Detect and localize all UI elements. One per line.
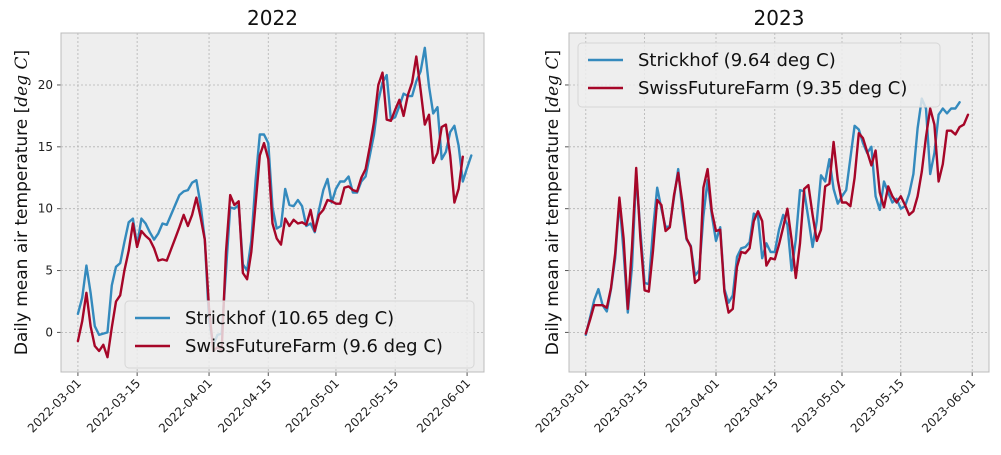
y-axis-label: Daily mean air temperature [deg C] (12, 50, 32, 355)
series-line-strickhof (76, 46, 473, 346)
x-tick-label: 2023-06-01 (919, 376, 978, 435)
x-tick-label: 2022-05-15 (342, 376, 401, 435)
chart-title: 2023 (754, 6, 805, 30)
legend-frame (124, 300, 475, 369)
legend: Strickhof (9.64 deg C) SwissFutureFarm (9… (577, 42, 941, 108)
series-line-swissfuturefarm (76, 55, 464, 359)
x-tick-label: 2023-04-15 (722, 376, 781, 435)
x-tick-label: 2022-04-01 (156, 376, 215, 435)
chart-title: 2022 (247, 6, 298, 30)
y-tick-label: 0 (45, 325, 53, 339)
y-tick-label: 15 (38, 140, 53, 154)
x-tick-label: 2023-03-01 (533, 376, 592, 435)
legend-frame (577, 42, 941, 108)
x-tick-label: 2022-03-15 (84, 376, 143, 435)
x-tick-label: 2023-04-01 (663, 376, 722, 435)
x-tick-label: 2023-05-01 (789, 376, 848, 435)
legend-label: SwissFutureFarm (9.35 deg C) (638, 78, 907, 99)
x-tick-label: 2023-05-15 (848, 376, 907, 435)
legend-label: SwissFutureFarm (9.6 deg C) (185, 336, 443, 357)
y-tick-label: 20 (38, 78, 53, 92)
chart-panel-2023: 2023-03-01 2023-03-15 2023-04-01 2023-04-15… (533, 6, 990, 435)
series-line-swissfuturefarm (584, 107, 970, 335)
x-tick-label: 2022-05-01 (283, 376, 342, 435)
x-tick-label: 2023-03-15 (592, 376, 651, 435)
legend-label: Strickhof (10.65 deg C) (185, 308, 394, 329)
plot-frame (568, 32, 990, 373)
y-tick-label: 10 (38, 202, 53, 216)
y-axis-label: Daily mean air temperature [deg C] (543, 50, 563, 355)
x-tick-label: 2022-06-01 (414, 376, 473, 435)
plot-frame (60, 32, 485, 373)
y-tick-label: 5 (45, 264, 53, 278)
legend: Strickhof (10.65 deg C) SwissFutureFarm (… (124, 300, 475, 369)
x-tick-label: 2022-04-15 (215, 376, 274, 435)
legend-label: Strickhof (9.64 deg C) (638, 50, 836, 71)
x-tick-label: 2022-03-01 (25, 376, 84, 435)
